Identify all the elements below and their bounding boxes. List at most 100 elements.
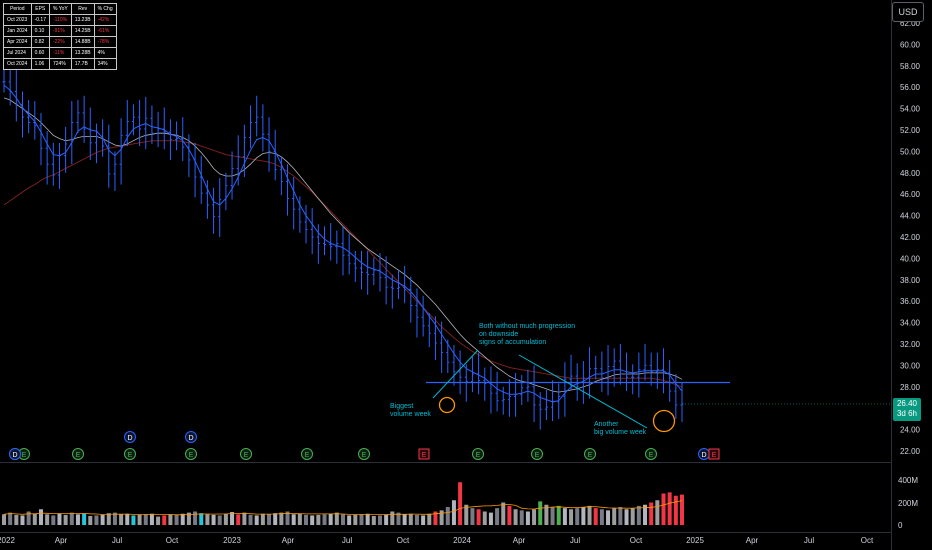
- earnings-cell: 34%: [93, 58, 117, 70]
- volume-bar: [433, 511, 438, 525]
- time-tick-label: 2024: [453, 536, 471, 545]
- earnings-header-eps: EPS: [30, 3, 50, 15]
- volume-bar: [273, 513, 278, 525]
- upcoming-earnings-box: [708, 448, 720, 460]
- earnings-cell: 14.88B: [70, 36, 95, 48]
- volume-bar: [2, 514, 6, 525]
- earnings-cell: Oct 2024: [3, 58, 32, 70]
- volume-bar: [131, 515, 136, 525]
- time-tick-label: Oct: [861, 536, 874, 545]
- volume-bar: [205, 514, 210, 525]
- volume-bar: [507, 505, 512, 525]
- volume-bar: [476, 509, 481, 525]
- earnings-cell: -22%: [48, 36, 72, 48]
- volume-tick-label: 400M: [898, 476, 918, 485]
- volume-bar: [260, 513, 265, 525]
- price-tick-label: 50.00: [900, 147, 921, 156]
- volume-bar: [8, 512, 13, 525]
- earnings-marker-circle: [472, 448, 484, 460]
- dividend-marker-circle: [124, 431, 136, 443]
- volume-bar: [414, 514, 419, 525]
- volume-bar: [384, 514, 389, 525]
- price-tick-label: 44.00: [900, 212, 921, 221]
- dividend-marker: D: [12, 452, 17, 459]
- volume-bar: [180, 513, 185, 525]
- volume-bar: [513, 509, 518, 525]
- earnings-marker-circle: [72, 448, 84, 460]
- volume-bar: [390, 511, 395, 525]
- bar-countdown: 3d 6h: [896, 409, 918, 418]
- earnings-marker: E: [476, 452, 481, 459]
- volume-bar: [667, 492, 672, 525]
- earnings-cell: 14.25B: [70, 25, 95, 37]
- last-price-tag: 26.40 3d 6h: [893, 398, 921, 421]
- earnings-cell: 0.60: [30, 47, 50, 59]
- earnings-cell: Oct 2023: [3, 14, 32, 26]
- volume-bar: [267, 514, 272, 525]
- price-tick-label: 56.00: [900, 83, 921, 92]
- volume-bar: [248, 514, 253, 525]
- volume-bar: [193, 511, 198, 525]
- earnings-header-rev: Rev: [70, 3, 95, 15]
- price-tick-label: 58.00: [900, 62, 921, 71]
- volume-bar: [254, 515, 259, 525]
- earnings-cell: 13.23B: [70, 14, 95, 26]
- table-row: Jan 2024 0.10 -91% 14.25B -61%: [3, 25, 117, 37]
- time-tick-label: Apr: [282, 536, 295, 545]
- earnings-cell: 1.06: [30, 58, 50, 70]
- volume-bar: [291, 514, 296, 525]
- volume-bar: [612, 508, 617, 525]
- earnings-marker: E: [22, 452, 27, 459]
- price-tick-label: 32.00: [900, 340, 921, 349]
- volume-bar: [606, 510, 611, 525]
- time-tick-label: Apr: [55, 536, 68, 545]
- volume-bar: [396, 512, 401, 525]
- volume-bar: [125, 513, 130, 525]
- volume-bar: [26, 511, 31, 525]
- dividend-marker-circle: [9, 448, 21, 460]
- annotation-line-left: [432, 349, 479, 399]
- volume-bar: [217, 515, 222, 525]
- earnings-marker: E: [535, 452, 540, 459]
- volume-bar: [464, 504, 469, 525]
- earnings-marker-circle: [185, 448, 197, 460]
- time-tick-label: Oct: [630, 536, 643, 545]
- volume-bar: [680, 494, 684, 525]
- earnings-header-yoy: % YoY: [48, 3, 72, 15]
- price-tick-label: 24.00: [900, 426, 921, 435]
- volume-bar: [285, 511, 290, 525]
- ma-slow-line: [3, 140, 683, 388]
- volume-bar: [230, 512, 235, 525]
- earnings-cell: -91%: [48, 25, 72, 37]
- price-tick-label: 30.00: [900, 361, 921, 370]
- price-tick-label: 38.00: [900, 276, 921, 285]
- volume-bar: [359, 514, 364, 525]
- earnings-cell: Apr 2024: [3, 36, 32, 48]
- volume-bar: [525, 511, 530, 525]
- price-tick-label: 22.00: [900, 447, 921, 456]
- earnings-cell: -0.17: [30, 14, 50, 26]
- volume-bar: [421, 515, 426, 525]
- volume-bar: [168, 514, 173, 525]
- volume-bar: [439, 510, 444, 525]
- earnings-marker-circle: [645, 448, 657, 460]
- time-tick-label: Jul: [804, 536, 814, 545]
- earnings-header-period: Period: [3, 3, 32, 15]
- volume-bar: [63, 514, 68, 525]
- volume-bar: [199, 513, 204, 525]
- earnings-marker-circle: [124, 448, 136, 460]
- volume-bar: [310, 515, 315, 525]
- earnings-cell: Jul 2024: [3, 47, 32, 59]
- volume-bar: [673, 495, 678, 525]
- volume-bar: [569, 509, 574, 525]
- dividend-marker: D: [701, 452, 706, 459]
- volume-bar: [75, 514, 80, 525]
- annotation-line-right: [518, 354, 648, 429]
- volume-bar: [371, 516, 376, 525]
- earnings-marker-circle: [531, 448, 543, 460]
- volume-bar: [587, 505, 592, 525]
- currency-button[interactable]: USD: [892, 2, 924, 22]
- price-tick-label: 52.00: [900, 126, 921, 135]
